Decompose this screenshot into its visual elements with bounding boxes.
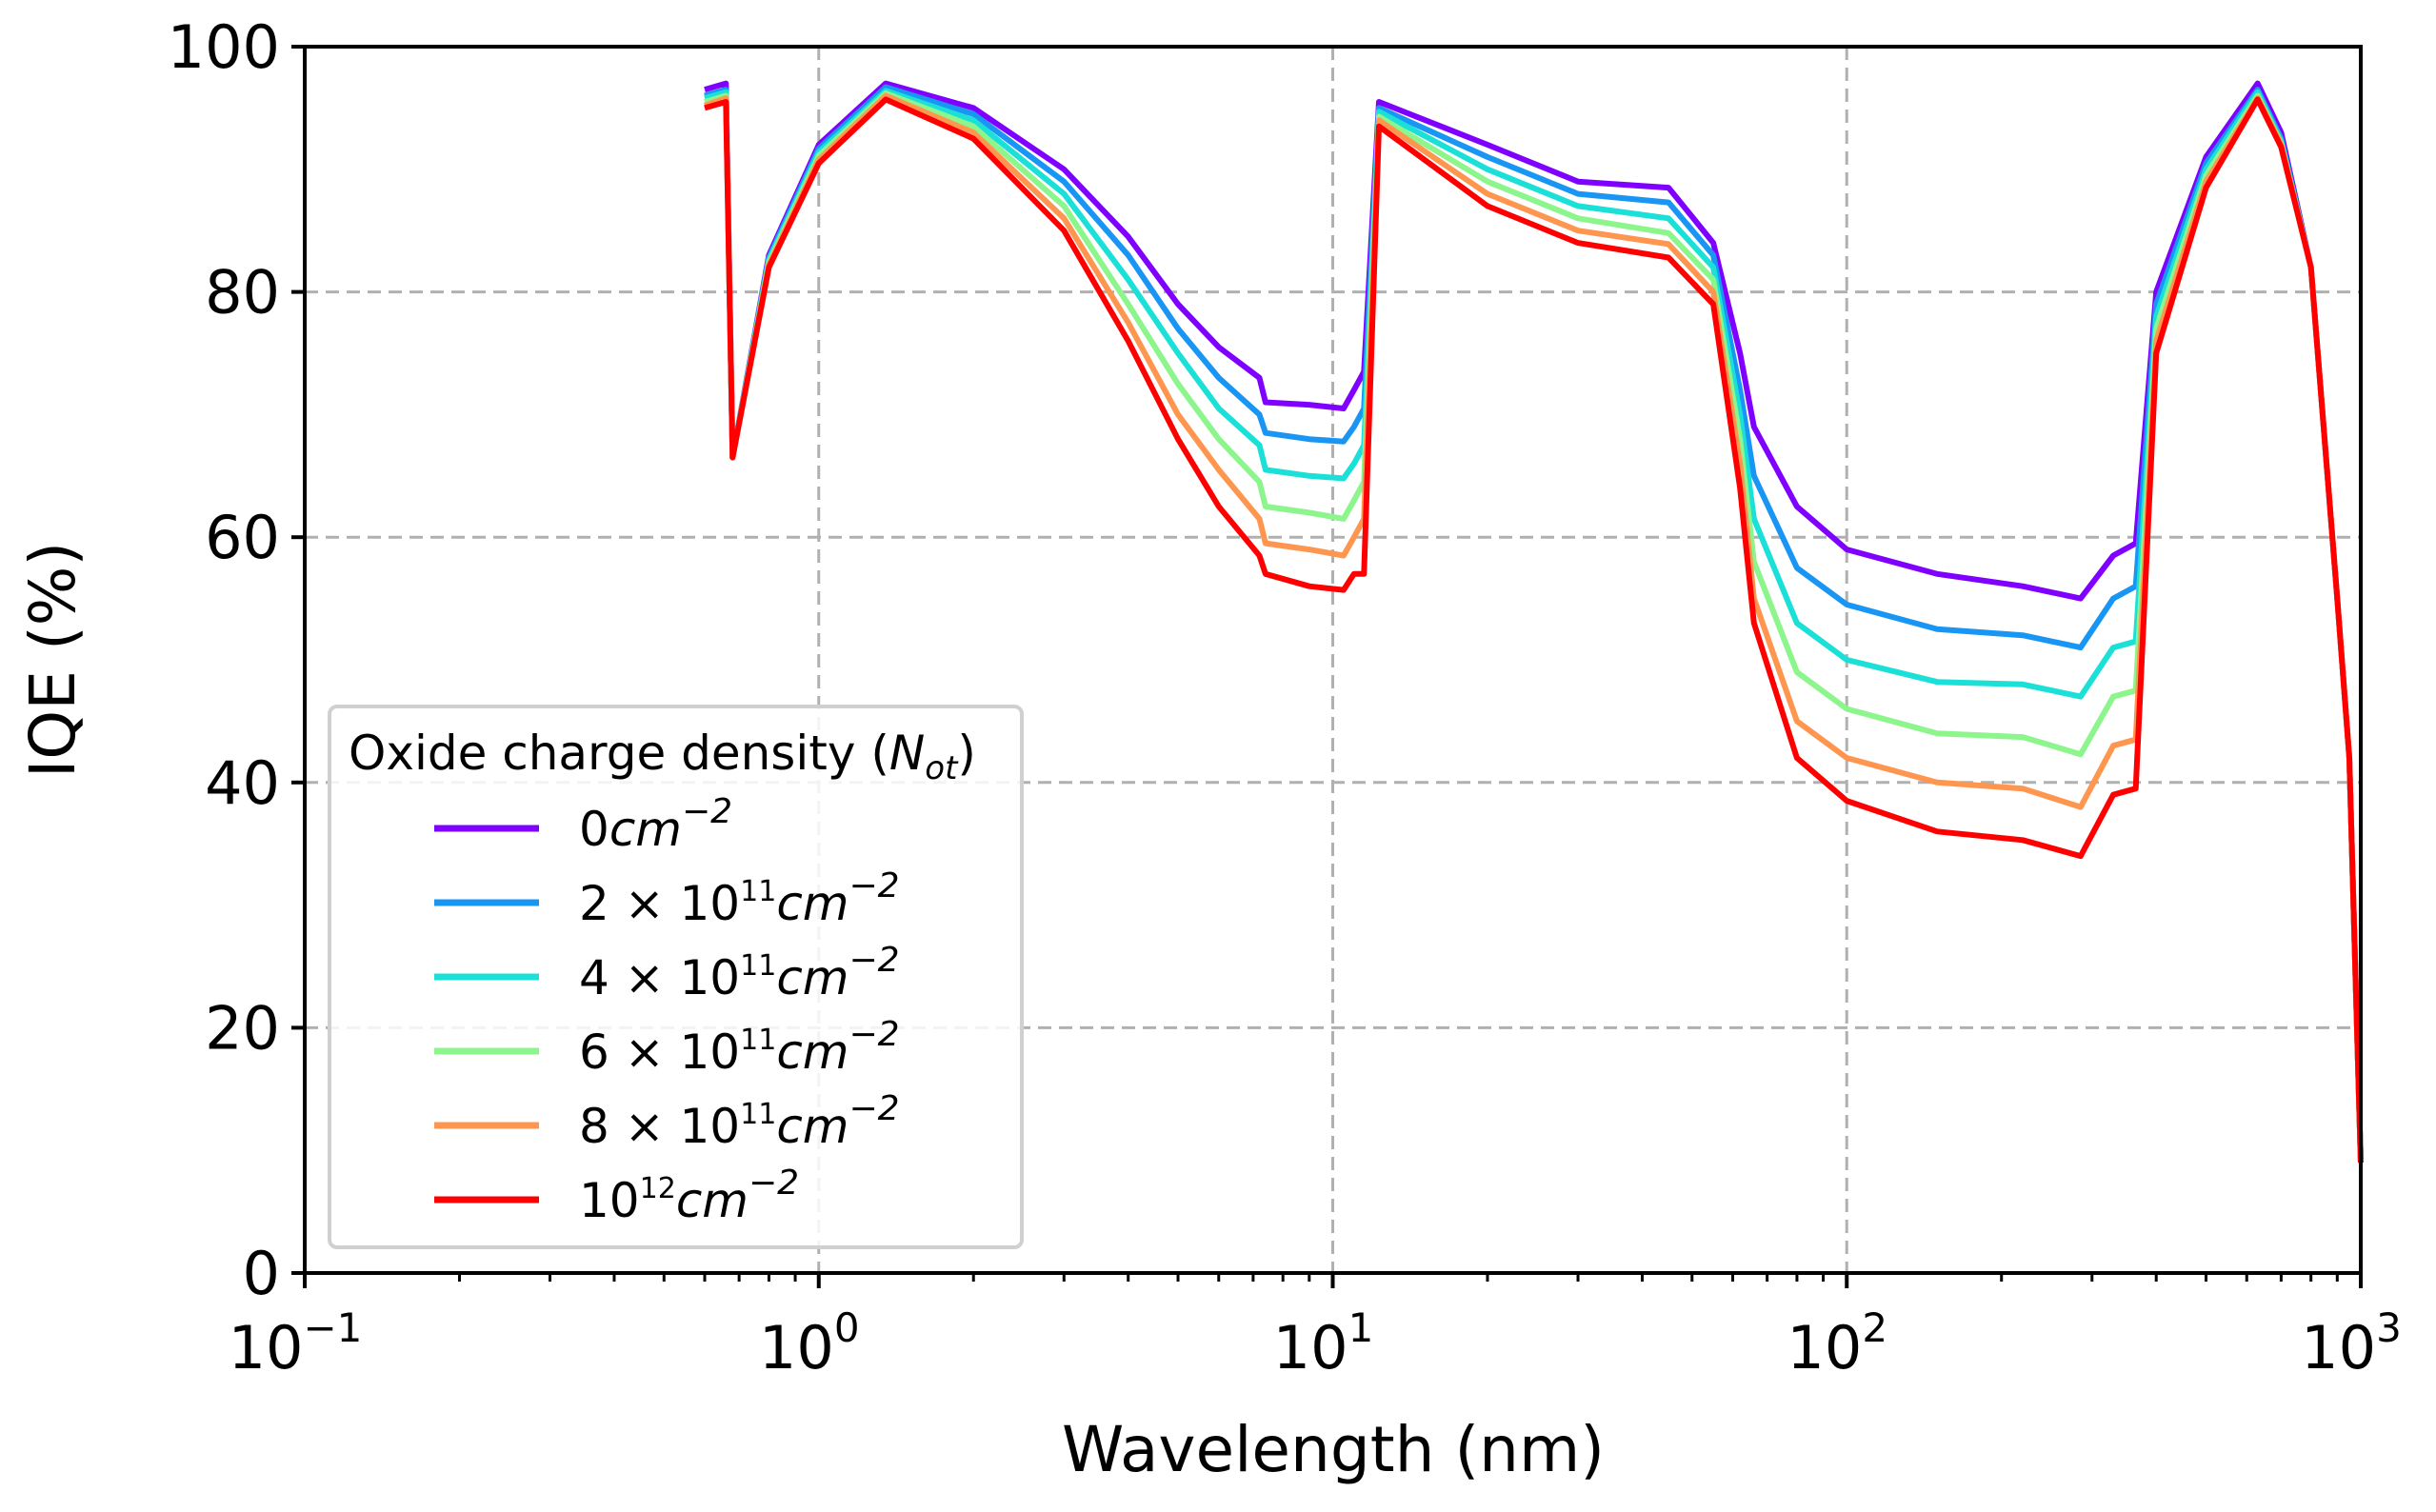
series-lines: [704, 80, 2364, 1164]
legend: Oxide charge density (Not) 0cm−2 2 × 1011…: [328, 705, 1024, 1249]
x-tick-label: 100: [759, 1304, 860, 1383]
legend-label: 6 × 1011cm−2: [579, 1015, 900, 1080]
x-tick-label: 101: [1273, 1304, 1374, 1383]
y-tick-label: 60: [205, 503, 280, 572]
x-tick-label: 10−1: [229, 1304, 363, 1383]
legend-label: 0cm−2: [579, 792, 732, 857]
legend-label: 1012cm−2: [579, 1164, 799, 1228]
x-tick-label: 102: [1787, 1304, 1887, 1383]
y-axis-label: IQE (%): [16, 542, 90, 778]
series-line: [704, 96, 2364, 1164]
y-tick-label: 20: [205, 993, 280, 1063]
y-tick-label: 80: [205, 258, 280, 328]
x-tick-label: 103: [2301, 1304, 2402, 1383]
legend-box: [328, 705, 1024, 1249]
y-tick-label: 100: [168, 12, 280, 82]
y-tick-label: 0: [243, 1239, 280, 1308]
x-axis-label: Wavelength (nm): [1062, 1413, 1605, 1486]
legend-label: 2 × 1011cm−2: [579, 866, 900, 931]
legend-label: 4 × 1011cm−2: [579, 941, 900, 1005]
y-tick-label: 40: [205, 748, 280, 818]
legend-title: Oxide charge density (Not): [349, 726, 976, 787]
axis-ticks: 0 20 40 60 80 100 10−1 100 101 102 103: [168, 12, 2402, 1383]
legend-label: 8 × 1011cm−2: [579, 1089, 900, 1154]
